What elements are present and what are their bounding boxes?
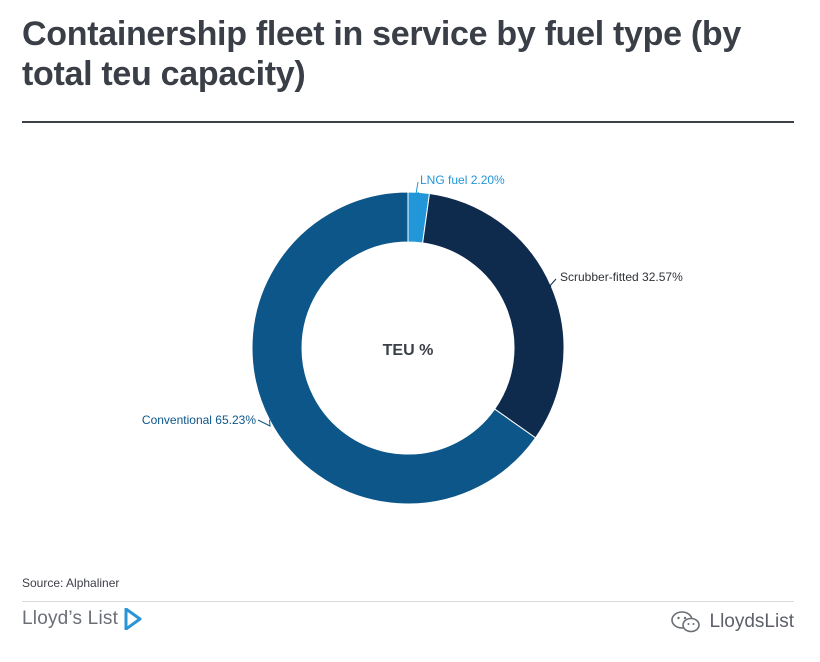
watermark: LloydsList (670, 610, 795, 634)
footer-divider (22, 601, 794, 602)
source-note: Source: Alphaliner (22, 576, 120, 590)
brand-name: Lloyd’s List (22, 608, 119, 629)
slice-label-2: Scrubber-fitted 32.57% (560, 270, 683, 284)
slice-label-3: Conventional 65.23% (142, 413, 256, 427)
chart-title: Containership fleet in service by fuel t… (22, 15, 741, 93)
donut-slice-2 (422, 192, 565, 439)
leader-line-2 (547, 278, 557, 289)
center-label: TEU % (383, 342, 434, 359)
donut-slice-3 (251, 191, 537, 505)
leader-line-3 (257, 419, 271, 427)
play-chevron-icon (124, 608, 142, 630)
brand-logo: Lloyd’s List (22, 608, 142, 630)
wechat-icon (670, 611, 700, 633)
slice-label-1: LNG fuel 2.20% (420, 173, 505, 187)
donut-chart: LNG fuel 2.20% Scrubber-fitted 32.57% Conv… (142, 173, 683, 505)
leader-line-1 (415, 181, 420, 195)
watermark-text: LloydsList (709, 611, 795, 632)
title-divider (22, 121, 794, 123)
